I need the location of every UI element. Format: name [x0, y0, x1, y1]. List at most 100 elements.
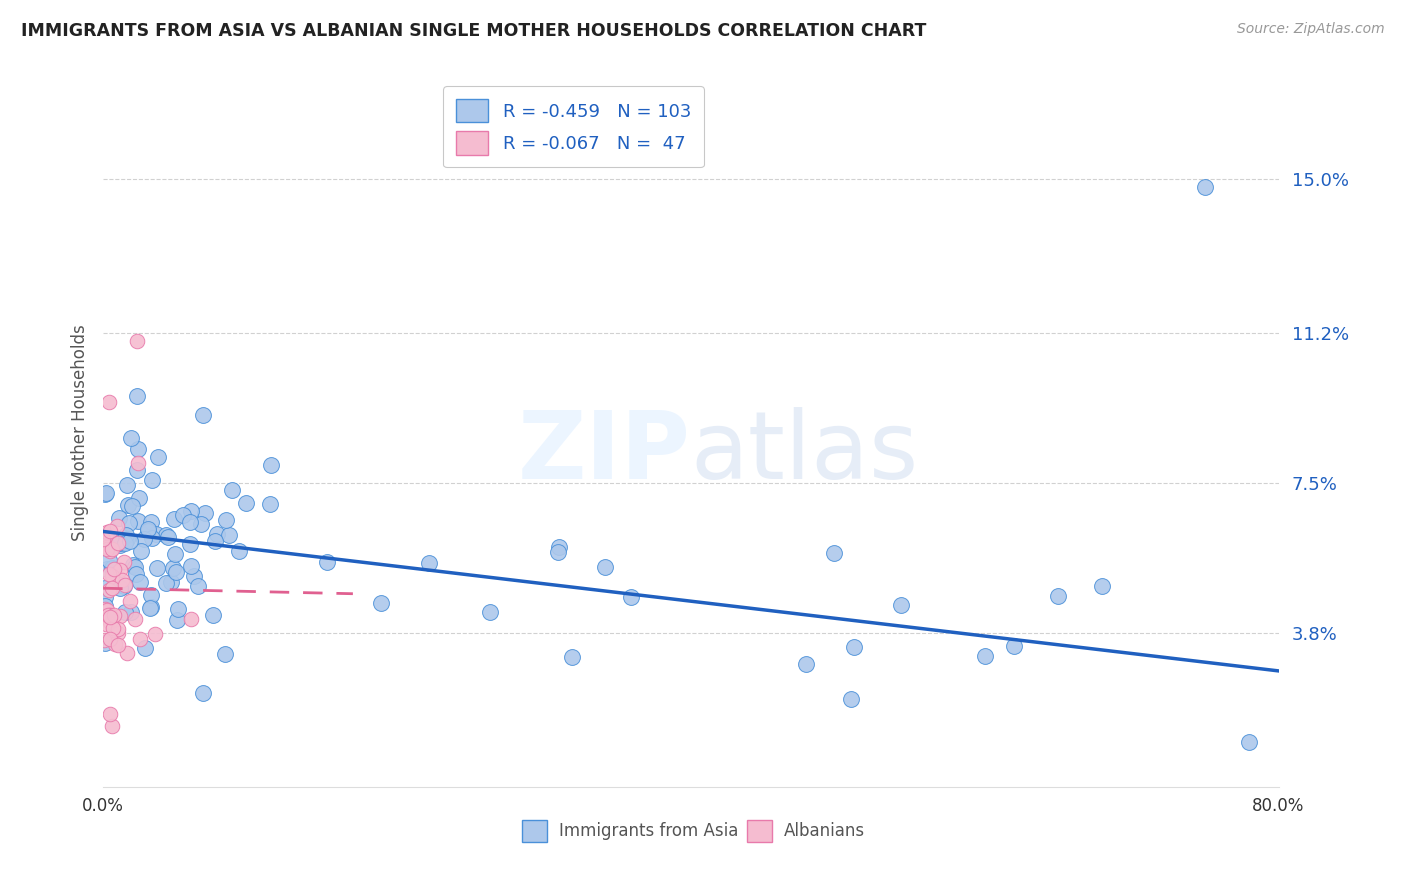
Point [96, 541, 118, 556]
Point [128, 632, 150, 646]
Point [221, 483, 243, 497]
Point [139, 516, 162, 530]
Point [194, 506, 217, 520]
Point [179, 515, 201, 529]
Point [143, 626, 166, 640]
Point [155, 528, 177, 542]
Point [120, 606, 142, 620]
Text: Albanians: Albanians [783, 822, 865, 840]
Text: IMMIGRANTS FROM ASIA VS ALBANIAN SINGLE MOTHER HOUSEHOLDS CORRELATION CHART: IMMIGRANTS FROM ASIA VS ALBANIAN SINGLE … [21, 22, 927, 40]
Point [146, 450, 169, 465]
Point [215, 513, 238, 527]
Point [112, 579, 135, 593]
Point [127, 456, 149, 470]
Point [98, 615, 121, 630]
Point [183, 568, 205, 582]
Point [118, 516, 141, 531]
Point [1002, 639, 1025, 653]
Point [94, 581, 117, 595]
Point [94, 617, 117, 632]
Point [110, 608, 132, 623]
Point [107, 638, 129, 652]
Point [136, 522, 159, 536]
Point [125, 334, 148, 348]
Point [120, 533, 142, 548]
Point [128, 574, 150, 589]
Point [101, 569, 124, 583]
Point [166, 613, 188, 627]
Point [98, 632, 121, 646]
Point [187, 579, 209, 593]
Point [94, 486, 117, 500]
Point [180, 504, 202, 518]
Point [973, 649, 995, 664]
Point [418, 557, 440, 571]
Point [134, 641, 156, 656]
Point [172, 508, 194, 523]
Point [190, 517, 212, 532]
Point [141, 531, 163, 545]
Point [103, 607, 125, 622]
Point [204, 534, 226, 549]
Point [155, 576, 177, 591]
Point [104, 637, 127, 651]
Point [1194, 180, 1216, 194]
Point [120, 431, 142, 445]
Text: ZIP: ZIP [517, 408, 690, 500]
Point [193, 408, 215, 422]
Point [94, 636, 117, 650]
Point [141, 473, 163, 487]
Point [259, 458, 281, 472]
Point [202, 607, 225, 622]
Point [228, 544, 250, 558]
Point [101, 719, 124, 733]
Point [214, 647, 236, 661]
Point [180, 612, 202, 626]
Point [94, 599, 117, 613]
Point [620, 590, 643, 604]
Point [134, 532, 156, 546]
Point [93, 602, 115, 616]
Point [163, 512, 186, 526]
Point [108, 510, 131, 524]
Point [101, 621, 124, 635]
Point [107, 626, 129, 640]
Point [111, 574, 134, 588]
Point [125, 389, 148, 403]
Point [370, 596, 392, 610]
Point [100, 609, 122, 624]
Point [129, 544, 152, 558]
Point [93, 632, 115, 647]
Point [160, 574, 183, 589]
Point [547, 540, 569, 554]
Point [108, 563, 131, 577]
Point [105, 519, 128, 533]
Point [259, 497, 281, 511]
Point [108, 538, 131, 552]
Point [97, 608, 120, 623]
Point [101, 581, 124, 595]
Point [180, 558, 202, 573]
Point [478, 605, 501, 619]
Point [235, 496, 257, 510]
Point [157, 530, 180, 544]
Point [193, 686, 215, 700]
Point [96, 540, 118, 554]
Point [844, 640, 866, 654]
Point [163, 547, 186, 561]
Point [108, 581, 131, 595]
Point [98, 582, 121, 597]
Point [1047, 590, 1070, 604]
Point [593, 560, 616, 574]
Point [561, 649, 583, 664]
Point [115, 478, 138, 492]
Point [839, 692, 862, 706]
Point [146, 560, 169, 574]
Text: Source: ZipAtlas.com: Source: ZipAtlas.com [1237, 22, 1385, 37]
Point [139, 588, 162, 602]
Point [98, 543, 121, 558]
Point [96, 604, 118, 618]
Text: Immigrants from Asia: Immigrants from Asia [558, 822, 738, 840]
Point [91, 532, 114, 546]
Point [162, 561, 184, 575]
